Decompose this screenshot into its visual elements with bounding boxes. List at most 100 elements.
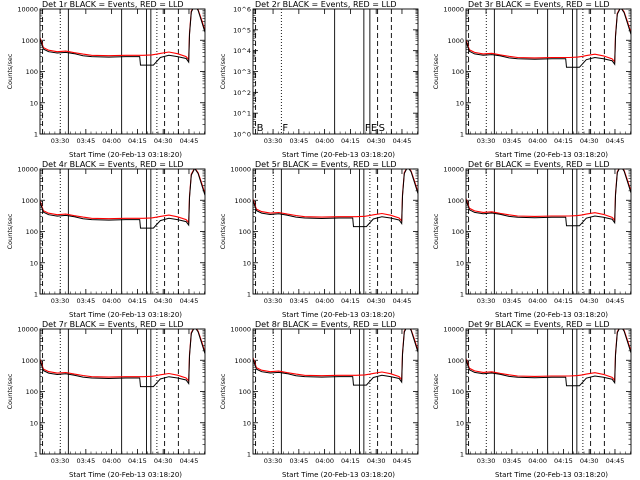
- event-markers: [42, 169, 179, 294]
- y-tick-label: 100: [452, 388, 464, 396]
- panel-title: Det 9r BLACK = Events, RED = LLD: [468, 320, 610, 329]
- y-axis-label: Counts/sec: [219, 213, 227, 249]
- y-tick-label: 10: [456, 419, 464, 427]
- x-tick-label: 04:30: [580, 457, 599, 465]
- y-tick-label: 100: [239, 228, 251, 236]
- detector-panel: Det 2r BLACK = Events, RED = LLD Counts/s…: [213, 0, 426, 160]
- x-tick-label: 03:45: [502, 297, 521, 305]
- x-axis-label: Start Time (20-Feb-13 03:18:20): [69, 471, 182, 479]
- x-tick-label: 04:45: [393, 457, 412, 465]
- y-tick-label: 100: [452, 228, 464, 236]
- y-tick-label: 10000: [443, 326, 464, 334]
- series-group: [40, 9, 205, 66]
- x-tick-label: 04:45: [180, 137, 199, 145]
- detector-panel: Det 4r BLACK = Events, RED = LLD Counts/s…: [0, 160, 213, 320]
- series-group: [466, 169, 631, 227]
- x-tick-label: 04:30: [367, 457, 386, 465]
- x-tick-label: 04:00: [102, 297, 121, 305]
- y-tick-label: 10000: [443, 6, 464, 14]
- y-tick-label: 100: [239, 388, 251, 396]
- x-tick-label: 04:00: [102, 457, 121, 465]
- y-axis-label: Counts/sec: [432, 53, 440, 89]
- event-markers: [255, 329, 392, 454]
- event-marker-label: B: [257, 123, 264, 134]
- y-axis-label: Counts/sec: [6, 373, 14, 409]
- x-tick-label: 03:30: [264, 457, 283, 465]
- y-tick-label: 10: [243, 259, 251, 267]
- y-axis-label: Counts/sec: [219, 373, 227, 409]
- plot-frame: [39, 328, 206, 455]
- x-axis-label: Start Time (20-Feb-13 03:18:20): [495, 151, 608, 159]
- panel-title: Det 3r BLACK = Events, RED = LLD: [468, 0, 610, 9]
- lld-series-line: [466, 329, 631, 382]
- x-tick-label: 04:30: [154, 137, 173, 145]
- x-tick-label: 04:30: [154, 457, 173, 465]
- y-tick-label: 100: [26, 388, 38, 396]
- detector-chart: Det 7r BLACK = Events, RED = LLD Counts/s…: [6, 320, 206, 479]
- y-tick-label: 10^3: [233, 68, 251, 76]
- y-tick-label: 10: [456, 259, 464, 267]
- panel-title: Det 5r BLACK = Events, RED = LLD: [255, 160, 397, 169]
- x-axis-label: Start Time (20-Feb-13 03:18:20): [69, 151, 182, 159]
- y-tick-label: 10000: [443, 166, 464, 174]
- events-series-line: [466, 9, 631, 68]
- series-group: [40, 329, 205, 388]
- y-axis-label: Counts/sec: [6, 53, 14, 89]
- event-marker-label: E: [371, 123, 377, 134]
- plot-frame: [252, 168, 419, 295]
- detector-chart: Det 9r BLACK = Events, RED = LLD Counts/s…: [432, 320, 632, 479]
- plot-frame: [252, 8, 419, 135]
- y-axis-label: Counts/sec: [219, 53, 227, 89]
- y-tick-label: 1: [34, 131, 38, 139]
- x-tick-label: 04:00: [528, 297, 547, 305]
- y-tick-label: 1000: [21, 197, 38, 205]
- x-tick-label: 04:00: [315, 297, 334, 305]
- x-tick-label: 03:45: [289, 137, 308, 145]
- x-axis-label: Start Time (20-Feb-13 03:18:20): [282, 471, 395, 479]
- detector-panel: Det 5r BLACK = Events, RED = LLD Counts/s…: [213, 160, 426, 320]
- detector-chart: Det 5r BLACK = Events, RED = LLD Counts/s…: [219, 160, 419, 319]
- lld-series-line: [466, 169, 631, 222]
- y-tick-label: 10: [30, 259, 38, 267]
- x-tick-label: 04:45: [393, 297, 412, 305]
- x-tick-label: 03:30: [51, 297, 70, 305]
- y-tick-label: 10^2: [233, 89, 251, 97]
- panel-title: Det 8r BLACK = Events, RED = LLD: [255, 320, 397, 329]
- x-tick-label: 04:00: [528, 137, 547, 145]
- lld-series-line: [40, 329, 205, 383]
- plot-frame: [465, 328, 632, 455]
- detector-panel: Det 1r BLACK = Events, RED = LLD Counts/s…: [0, 0, 213, 160]
- events-series-line: [40, 9, 205, 66]
- x-tick-label: 03:45: [502, 137, 521, 145]
- series-group: [253, 169, 418, 228]
- events-series-line: [466, 169, 631, 227]
- x-tick-label: 04:15: [128, 457, 147, 465]
- x-tick-label: 04:00: [315, 457, 334, 465]
- y-tick-label: 1: [34, 291, 38, 299]
- y-tick-label: 1: [460, 131, 464, 139]
- x-tick-label: 03:30: [51, 457, 70, 465]
- plot-frame: [465, 168, 632, 295]
- detector-panel: Det 7r BLACK = Events, RED = LLD Counts/s…: [0, 320, 213, 480]
- x-tick-label: 03:45: [76, 297, 95, 305]
- x-tick-label: 03:45: [76, 457, 95, 465]
- lld-series-line: [40, 9, 205, 62]
- x-tick-label: 03:45: [76, 137, 95, 145]
- detector-chart: Det 8r BLACK = Events, RED = LLD Counts/s…: [219, 320, 419, 479]
- events-series-line: [253, 169, 418, 228]
- y-tick-label: 100: [452, 68, 464, 76]
- event-markers: [468, 329, 605, 454]
- x-axis-label: Start Time (20-Feb-13 03:18:20): [69, 311, 182, 319]
- x-tick-label: 04:45: [393, 137, 412, 145]
- lld-series-line: [253, 169, 418, 223]
- x-tick-label: 04:15: [128, 137, 147, 145]
- y-tick-label: 100: [26, 68, 38, 76]
- y-tick-label: 1: [247, 291, 251, 299]
- event-marker-label: F: [282, 123, 288, 134]
- events-series-line: [40, 329, 205, 388]
- x-tick-label: 04:15: [341, 297, 360, 305]
- x-tick-label: 04:15: [341, 457, 360, 465]
- detector-chart: Det 6r BLACK = Events, RED = LLD Counts/s…: [432, 160, 632, 319]
- panel-title: Det 6r BLACK = Events, RED = LLD: [468, 160, 610, 169]
- events-series-line: [466, 329, 631, 387]
